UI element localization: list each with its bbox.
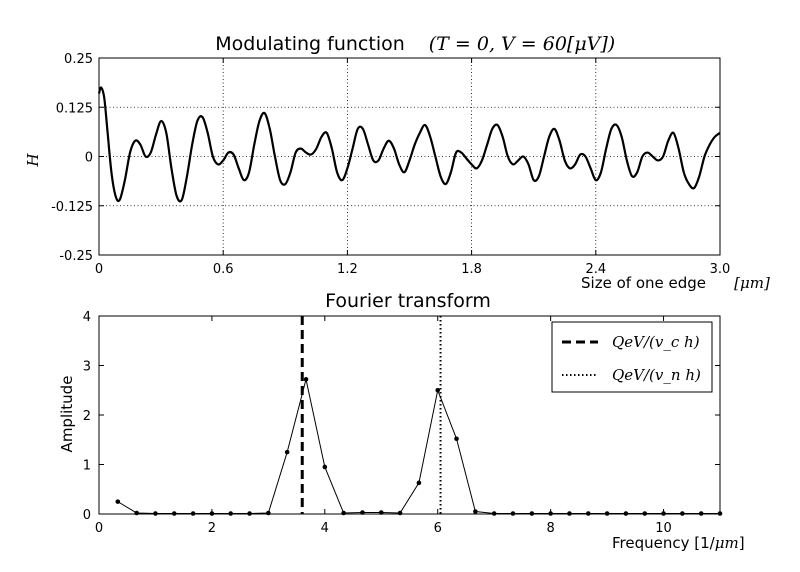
modulating-chart: Modulating function (T = 0, V = 60[μV]) … (24, 33, 770, 292)
bottom-data-point (266, 510, 271, 516)
fourier-chart: Fourier transform 0 2 4 6 8 10 0 1 2 3 4 QeV/(v_c… (58, 290, 745, 552)
bottom-x-tick-label: 0 (95, 521, 103, 536)
bottom-series-points (115, 377, 723, 516)
bottom-data-point (416, 480, 422, 486)
bottom-data-point (473, 509, 478, 514)
legend-entry-dashed: QeV/(v_c h) (612, 333, 700, 351)
bottom-x-tick-label: 8 (546, 521, 554, 536)
top-x-axis-label: Size of one edge (581, 274, 706, 292)
bottom-x-axis-label-text: Frequency [1/ (612, 534, 716, 552)
bottom-x-tick-label: 6 (434, 521, 442, 536)
bottom-x-tick-label: 2 (208, 521, 216, 536)
bottom-data-point (397, 510, 403, 516)
bottom-chart-title: Fourier transform (325, 290, 491, 312)
top-y-axis-label: H (24, 153, 42, 168)
bottom-data-point (284, 449, 290, 455)
top-y-tick-label: 0.25 (64, 52, 93, 67)
bottom-y-tick-label: 1 (83, 459, 91, 474)
top-x-tick-label: 2.4 (585, 262, 606, 277)
bottom-data-point (322, 464, 328, 470)
top-x-tick-label: 3.0 (710, 262, 731, 277)
bottom-x-tick-label: 10 (655, 521, 672, 536)
bottom-x-axis-label-unit: μm (715, 534, 739, 552)
legend: QeV/(v_c h) QeV/(v_n h) (551, 321, 713, 393)
top-x-tick-label: 1.8 (461, 262, 482, 277)
bottom-data-point (341, 510, 346, 516)
bottom-data-point (134, 510, 139, 516)
top-x-ticks: 0 0.6 1.2 1.8 2.4 3.0 (95, 58, 730, 277)
bottom-y-ticks: 0 1 2 3 4 (83, 310, 720, 523)
bottom-series-line (117, 379, 720, 514)
bottom-y-tick-label: 3 (83, 360, 91, 375)
bottom-x-tick-label: 4 (321, 521, 329, 536)
top-chart-title-math: (T = 0, V = 60[μV]) (429, 33, 615, 55)
top-x-axis-unit: [μm] (734, 274, 770, 292)
top-y-ticks: 0.25 0.125 0 -0.125 -0.25 (51, 52, 720, 264)
top-y-tick-label: -0.25 (59, 249, 93, 264)
bottom-y-tick-label: 4 (83, 310, 91, 325)
bottom-data-point (435, 387, 441, 393)
bottom-data-point (303, 377, 309, 382)
bottom-x-ticks: 0 2 4 6 8 10 (95, 316, 672, 536)
top-x-tick-label: 0.6 (213, 262, 234, 277)
legend-box (551, 321, 713, 393)
bottom-data-point (115, 499, 121, 504)
top-grid (99, 58, 720, 255)
legend-entry-dotted: QeV/(v_n h) (612, 366, 701, 384)
top-series-line (97, 86, 721, 203)
bottom-data-point (454, 436, 459, 442)
bottom-x-axis-label-end: ] (739, 534, 745, 552)
top-x-tick-label: 1.2 (337, 262, 358, 277)
top-y-tick-label: 0 (85, 151, 93, 166)
top-x-tick-label: 0 (95, 262, 103, 277)
top-y-tick-label: -0.125 (51, 200, 93, 215)
bottom-x-axis-label: Frequency [1/μm] (612, 534, 745, 552)
bottom-y-tick-label: 2 (83, 409, 91, 424)
bottom-y-tick-label: 0 (83, 508, 91, 523)
top-chart-title: Modulating function (215, 33, 405, 55)
top-y-tick-label: 0.125 (56, 101, 93, 116)
bottom-y-axis-label: Amplitude (58, 376, 76, 453)
